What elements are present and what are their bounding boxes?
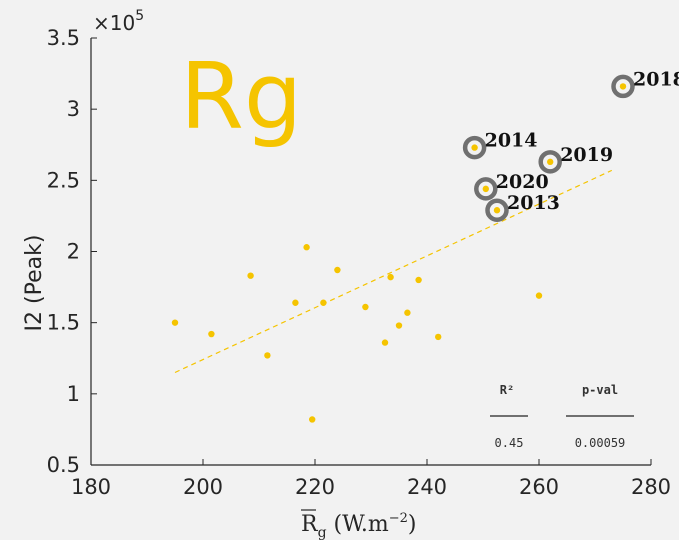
x-axis-label: Rg (W.m−2)	[301, 509, 417, 540]
data-point	[435, 333, 442, 341]
data-point	[381, 339, 389, 346]
y-tick-label: 3.5	[47, 26, 80, 50]
highlighted-point	[471, 144, 478, 151]
svg-text:Rg (W.m−2): Rg (W.m−2)	[301, 511, 417, 540]
x-tick-label: 240	[407, 475, 447, 499]
highlighted-point	[547, 158, 554, 166]
highlighted-point	[619, 83, 627, 90]
y-tick-label: 1.5	[47, 311, 80, 335]
y-tick-label: 2.5	[47, 168, 80, 192]
y-ticks: 0.5 1 1.5 2 2.5 3 3.5	[47, 26, 97, 477]
y-tick-label: 2	[67, 240, 80, 264]
data-point	[535, 292, 543, 299]
data-point	[404, 309, 411, 316]
stats-header-r2: R²	[500, 383, 514, 397]
highlight-ring	[538, 150, 562, 174]
data-point	[264, 352, 271, 359]
x-tick-label: 280	[631, 475, 671, 499]
data-point	[208, 330, 215, 338]
x-ticks: 180 200 220 240 260 280	[71, 459, 671, 499]
data-point	[303, 244, 310, 251]
y-tick-label: 3	[67, 97, 80, 121]
highlight-ring	[611, 74, 635, 99]
axes	[90, 38, 651, 466]
stats-value-r2: 0.45	[495, 436, 524, 450]
y-tick-label: 1	[67, 382, 80, 406]
x-tick-label: 260	[519, 475, 559, 499]
data-point	[320, 299, 327, 306]
highlight-ring	[462, 135, 487, 160]
data-point	[171, 319, 179, 326]
data-point	[309, 416, 316, 423]
data-points	[171, 244, 543, 423]
year-annotation: 2018	[633, 68, 679, 90]
x-tick-label: 220	[295, 475, 335, 499]
highlight-ring	[474, 177, 498, 201]
data-point	[292, 299, 299, 306]
data-point	[387, 273, 394, 281]
stats-table: R² p-val 0.45 0.00059	[490, 383, 634, 450]
panel-label: Rg	[180, 43, 302, 150]
y-axis-label: I2 (Peak)	[22, 235, 47, 332]
y-exponent-label: ×105	[93, 8, 144, 35]
data-point	[362, 303, 369, 311]
highlighted-point	[493, 207, 501, 214]
stats-value-pval: 0.00059	[575, 436, 626, 450]
y-tick-label: 0.5	[47, 453, 80, 477]
stats-header-pval: p-val	[582, 383, 618, 397]
year-annotation: 2014	[485, 130, 538, 152]
year-annotation: 2013	[507, 192, 560, 214]
x-tick-label: 180	[71, 475, 111, 499]
year-annotation: 2020	[496, 171, 549, 193]
data-point	[247, 272, 254, 279]
highlight-ring	[485, 198, 509, 222]
year-annotation: 2019	[560, 144, 613, 166]
data-point	[334, 266, 341, 274]
data-point	[395, 322, 403, 329]
x-tick-label: 200	[183, 475, 223, 499]
data-point	[415, 276, 422, 284]
highlighted-point	[482, 185, 489, 193]
